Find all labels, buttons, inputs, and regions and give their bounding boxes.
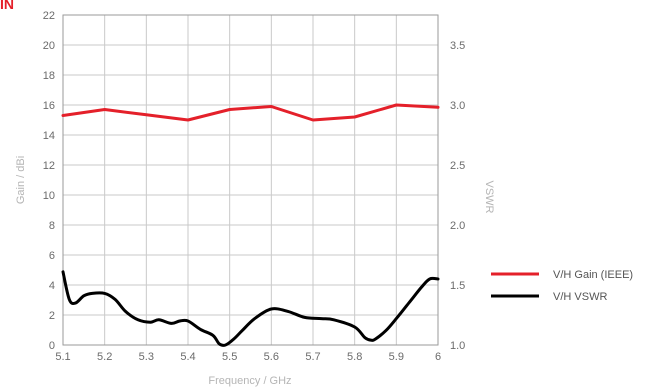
plot-frame <box>62 14 439 346</box>
right-y-tick-labels: 1.0 1.5 2.0 2.5 3.0 3.5 <box>450 40 465 352</box>
left-y-tick-label: 6 <box>49 250 55 262</box>
right-y-axis-title: VSWR <box>483 181 495 214</box>
x-tick-label: 5.4 <box>180 351 195 363</box>
x-tick-label: 5.2 <box>97 351 112 363</box>
x-axis-title: Frequency / GHz <box>208 375 291 387</box>
left-y-tick-label: 0 <box>49 340 55 352</box>
left-y-tick-label: 20 <box>43 40 55 52</box>
left-y-tick-label: 12 <box>43 160 55 172</box>
series-line-gain <box>61 103 440 122</box>
x-tick-labels: 5.1 5.2 5.3 5.4 5.5 5.6 5.7 5.8 5.9 6 <box>55 351 441 363</box>
left-y-tick-label: 16 <box>43 100 55 112</box>
series-lines <box>61 103 440 347</box>
legend: V/H Gain (IEEE) V/H VSWR <box>491 269 633 303</box>
x-tick-label: 5.7 <box>305 351 320 363</box>
right-y-tick-label: 3.0 <box>450 100 465 112</box>
right-y-tick-label: 1.0 <box>450 340 465 352</box>
x-tick-label: 5.5 <box>222 351 237 363</box>
legend-label: V/H Gain (IEEE) <box>553 269 633 281</box>
legend-label: V/H VSWR <box>553 291 607 303</box>
right-y-tick-label: 1.5 <box>450 280 465 292</box>
series-line-vswr <box>61 270 440 347</box>
partial-title-fragment: IN <box>0 0 14 12</box>
left-y-tick-label: 10 <box>43 190 55 202</box>
grid <box>62 14 439 346</box>
left-y-tick-label: 4 <box>49 280 55 292</box>
x-tick-label: 6 <box>435 351 441 363</box>
left-y-tick-label: 2 <box>49 310 55 322</box>
left-y-tick-label: 22 <box>43 10 55 22</box>
left-y-tick-label: 18 <box>43 70 55 82</box>
x-tick-label: 5.1 <box>55 351 70 363</box>
x-tick-label: 5.3 <box>139 351 154 363</box>
x-tick-label: 5.9 <box>389 351 404 363</box>
x-tick-label: 5.6 <box>264 351 279 363</box>
left-y-tick-labels: 0 2 4 6 8 10 12 14 16 18 20 22 <box>43 10 55 352</box>
right-y-tick-label: 2.0 <box>450 220 465 232</box>
left-y-axis-title: Gain / dBi <box>15 156 27 204</box>
right-y-tick-label: 3.5 <box>450 40 465 52</box>
left-y-tick-label: 8 <box>49 220 55 232</box>
left-y-tick-label: 14 <box>43 130 55 142</box>
right-y-tick-label: 2.5 <box>450 160 465 172</box>
x-tick-label: 5.8 <box>347 351 362 363</box>
